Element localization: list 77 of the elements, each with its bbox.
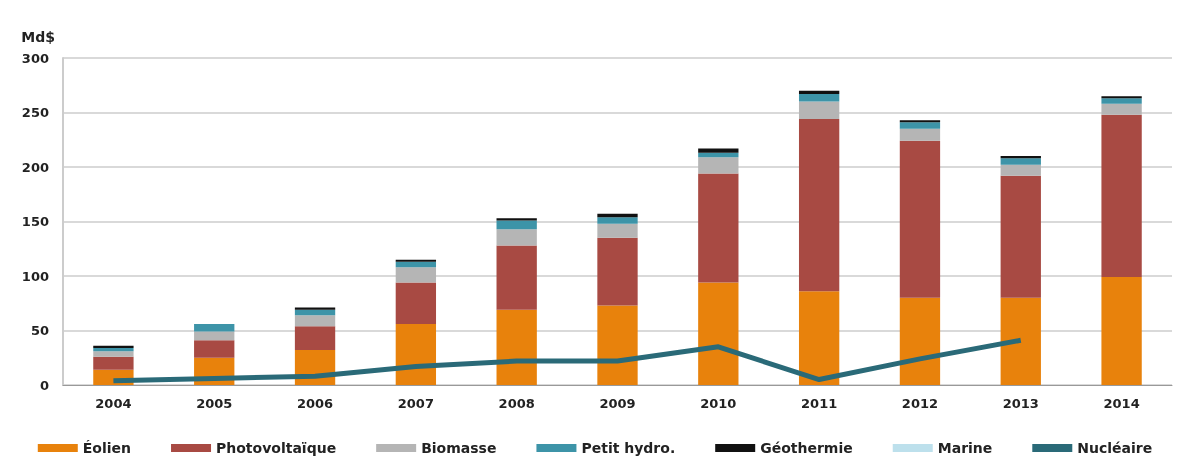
bar <box>698 173 739 283</box>
legend-label: Géothermie <box>760 440 853 456</box>
bar <box>798 291 840 385</box>
bar <box>698 157 739 174</box>
legend-label: Petit hydro. <box>581 440 676 456</box>
x-tick-label: 2011 <box>801 396 838 411</box>
bar <box>698 152 739 158</box>
bar <box>1000 297 1041 385</box>
bar <box>395 323 437 385</box>
y-tick-label: 300 <box>21 50 49 66</box>
bar <box>899 297 941 385</box>
bar <box>395 267 437 283</box>
y-tick-label: 0 <box>39 377 49 393</box>
bar <box>1000 156 1041 159</box>
bar <box>1000 164 1041 176</box>
bar <box>1000 175 1041 298</box>
bar <box>496 229 537 246</box>
x-tick-label: 2004 <box>95 396 132 411</box>
bar <box>597 237 638 306</box>
bar <box>93 347 134 352</box>
bar <box>395 261 437 268</box>
bar <box>294 326 336 351</box>
x-tick-label: 2009 <box>599 396 636 411</box>
bar <box>395 259 437 262</box>
bar <box>496 218 537 221</box>
bar <box>395 282 437 324</box>
bar <box>194 323 235 332</box>
bar <box>294 309 336 316</box>
bar <box>1101 277 1142 385</box>
x-tick-label: 2013 <box>1002 396 1039 411</box>
bar <box>93 356 134 370</box>
bar <box>1101 103 1142 115</box>
y-axis-title: Md$ <box>21 29 55 45</box>
x-tick-label: 2006 <box>296 396 334 411</box>
bar <box>798 119 840 292</box>
bar <box>698 148 739 153</box>
bar <box>899 128 941 141</box>
bar <box>294 307 336 310</box>
y-tick-label: 100 <box>21 268 49 284</box>
legend-label: Biomasse <box>421 440 497 456</box>
legend-label: Éolien <box>82 440 132 456</box>
y-tick-label: 50 <box>30 323 49 338</box>
x-tick-label: 2007 <box>397 396 434 411</box>
bar <box>597 305 638 385</box>
legend-label: Photovoltaïque <box>216 440 337 456</box>
x-tick-label: 2012 <box>901 396 939 411</box>
bar <box>93 345 134 348</box>
bar <box>496 245 537 310</box>
bar <box>1101 96 1142 99</box>
legend-label: Nucléaire <box>1077 440 1153 456</box>
x-tick-label: 2008 <box>498 396 535 411</box>
bar <box>194 340 235 358</box>
bar <box>597 213 638 218</box>
bar <box>899 140 941 298</box>
legend-label: Marine <box>937 440 993 456</box>
bar <box>798 90 840 94</box>
bar <box>93 351 134 357</box>
bar <box>899 120 941 123</box>
bar <box>1101 114 1142 278</box>
y-tick-label: 200 <box>21 159 49 175</box>
bar <box>496 220 537 230</box>
bar <box>597 223 638 238</box>
x-tick-label: 2005 <box>196 396 233 411</box>
x-tick-label: 2010 <box>700 396 737 411</box>
bar <box>194 331 235 341</box>
bar <box>294 315 336 327</box>
bar <box>1101 98 1142 104</box>
bar <box>1000 158 1041 165</box>
y-tick-label: 250 <box>21 105 49 120</box>
y-tick-label: 150 <box>21 214 49 229</box>
bar <box>798 93 840 102</box>
bar <box>597 217 638 224</box>
bar <box>798 101 840 120</box>
x-tick-label: 2014 <box>1103 396 1140 411</box>
bar <box>899 122 941 129</box>
bar <box>496 309 537 385</box>
bar <box>698 282 739 385</box>
